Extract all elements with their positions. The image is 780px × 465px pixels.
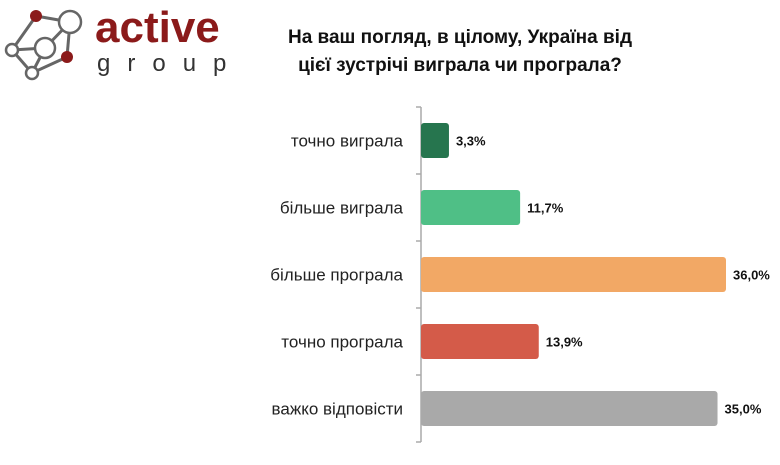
bar-3 [421,324,539,359]
logo-text-active: active [95,3,220,52]
data-label: 11,7% [527,201,564,216]
bar-2 [421,257,726,292]
category-label: більше виграла [280,199,404,218]
data-label: 3,3% [456,134,486,149]
data-label: 13,9% [546,335,583,350]
category-label: більше програла [270,266,403,285]
logo: active group [0,0,240,90]
data-label: 35,0% [725,402,762,417]
chart-title-line-2: цієї зустрічі виграла чи програла? [298,55,622,76]
category-label: точно програла [281,333,403,352]
data-label: 36,0% [733,268,770,283]
logo-text-group: group [97,50,244,77]
bar-4 [421,391,718,426]
chart-title-line-1: На ваш погляд, в цілому, Україна від [287,27,633,48]
bar-1 [421,190,521,225]
category-label: точно виграла [291,132,404,151]
network-logo-icon [4,9,83,81]
bar-0 [421,123,449,158]
chart-title: На ваш погляд, в цілому, Україна від ціє… [240,24,680,80]
category-label: важко відповісти [272,400,403,419]
